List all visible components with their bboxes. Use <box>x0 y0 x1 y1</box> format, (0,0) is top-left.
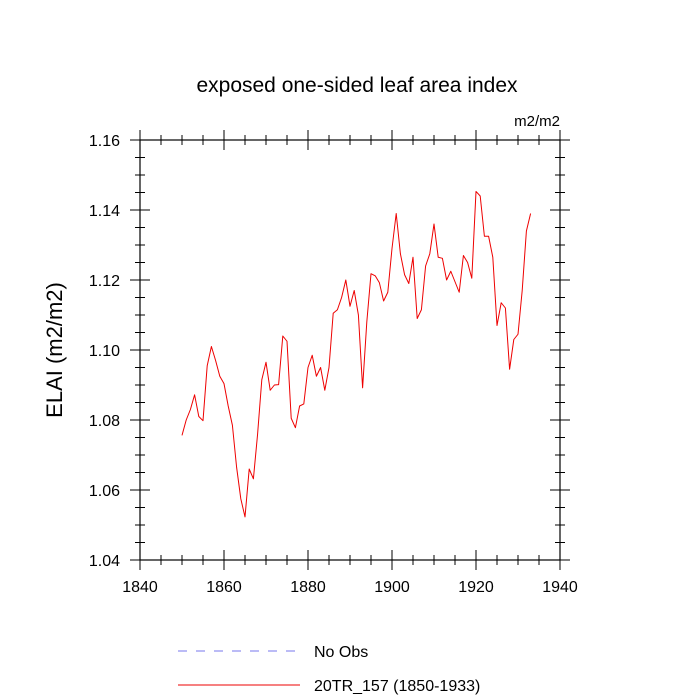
series-line-1 <box>181 190 532 518</box>
series-group <box>181 190 532 518</box>
x-tick-label: 1860 <box>206 579 242 596</box>
y-tick-label: 1.08 <box>89 413 120 430</box>
y-tick-label: 1.14 <box>89 203 120 220</box>
x-tick-labels: 1840 1860 1880 1900 1920 1940 <box>122 579 578 596</box>
x-tick-label: 1840 <box>122 579 158 596</box>
x-tick-label: 1940 <box>542 579 578 596</box>
chart-title: exposed one-sided leaf area index <box>196 74 518 97</box>
y-tick-label: 1.10 <box>89 343 120 360</box>
x-tick-label: 1920 <box>458 579 494 596</box>
y-tick-label: 1.16 <box>89 133 120 150</box>
chart-units: m2/m2 <box>514 113 560 130</box>
legend-label-no-obs: No Obs <box>314 644 368 661</box>
y-tick-labels: 1.04 1.06 1.08 1.10 1.12 1.14 1.16 <box>89 133 120 570</box>
legend: No Obs 20TR_157 (1850-1933) <box>178 644 480 695</box>
y-tick-label: 1.04 <box>89 553 120 570</box>
plot-frame <box>139 139 561 561</box>
y-tick-label: 1.12 <box>89 273 120 290</box>
axis-ticks <box>130 130 570 570</box>
x-tick-label: 1900 <box>374 579 410 596</box>
y-tick-label: 1.06 <box>89 483 120 500</box>
y-axis-label: ELAI (m2/m2) <box>42 282 67 418</box>
x-tick-label: 1880 <box>290 579 326 596</box>
legend-label-20tr: 20TR_157 (1850-1933) <box>314 678 480 695</box>
